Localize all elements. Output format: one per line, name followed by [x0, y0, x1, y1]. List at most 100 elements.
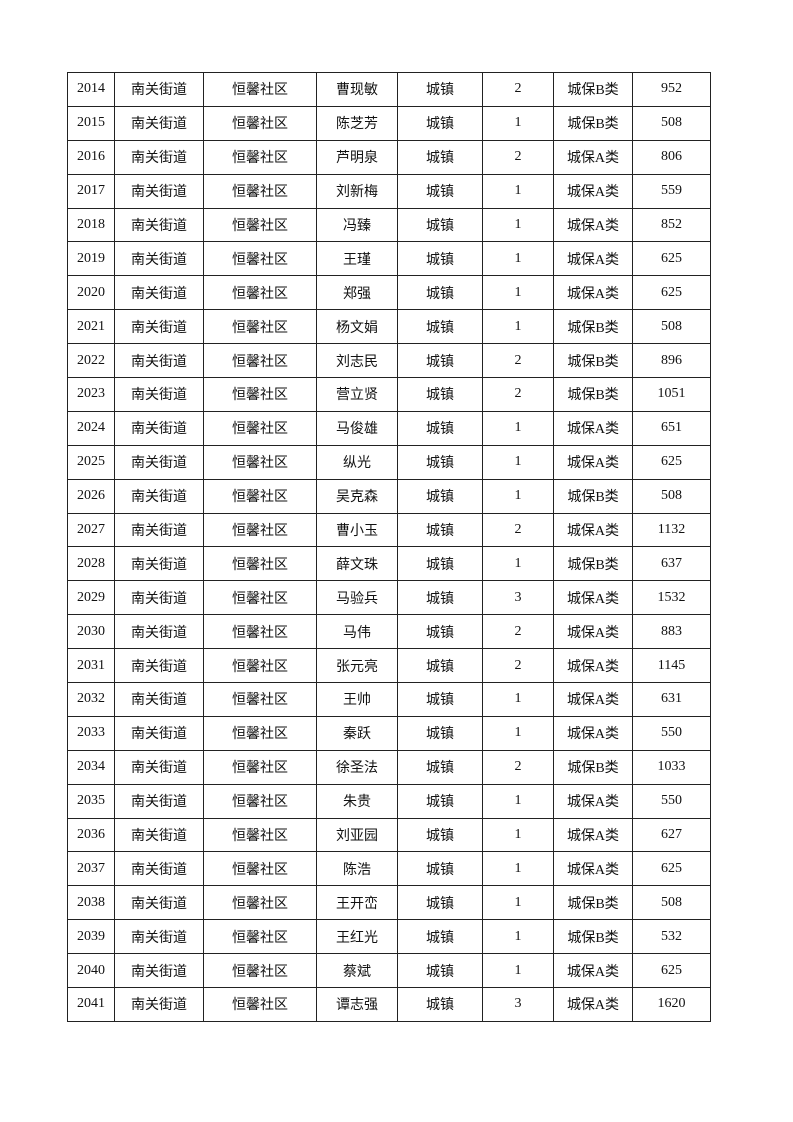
household-size-cell: 1 [482, 783, 554, 819]
name-cell: 杨文娟 [316, 309, 398, 345]
table-row: 2028 南关街道 恒馨社区 薛文珠 城镇 1 城保B类 637 [67, 546, 711, 582]
household-size-cell: 1 [482, 444, 554, 480]
amount-cell: 651 [632, 410, 711, 446]
insurance-category-cell: 城保A类 [553, 783, 633, 819]
row-number-cell: 2022 [67, 343, 115, 379]
household-type-cell: 城镇 [397, 783, 483, 819]
row-number-cell: 2015 [67, 105, 115, 141]
household-type-cell: 城镇 [397, 580, 483, 616]
row-number-cell: 2025 [67, 444, 115, 480]
row-number-cell: 2038 [67, 885, 115, 921]
table-row: 2022 南关街道 恒馨社区 刘志民 城镇 2 城保B类 896 [67, 343, 711, 379]
community-cell: 恒馨社区 [203, 817, 317, 853]
community-cell: 恒馨社区 [203, 377, 317, 412]
name-cell: 冯臻 [316, 207, 398, 243]
insurance-category-cell: 城保B类 [553, 343, 633, 379]
row-number-cell: 2036 [67, 817, 115, 853]
amount-cell: 508 [632, 309, 711, 345]
subdistrict-cell: 南关街道 [114, 715, 204, 751]
row-number-cell: 2041 [67, 987, 115, 1022]
insurance-category-cell: 城保A类 [553, 139, 633, 175]
table-row: 2021 南关街道 恒馨社区 杨文娟 城镇 1 城保B类 508 [67, 309, 711, 345]
name-cell: 吴克森 [316, 478, 398, 514]
subdistrict-cell: 南关街道 [114, 614, 204, 650]
household-type-cell: 城镇 [397, 648, 483, 684]
row-number-cell: 2040 [67, 953, 115, 989]
table-row: 2016 南关街道 恒馨社区 芦明泉 城镇 2 城保A类 806 [67, 139, 711, 175]
household-size-cell: 2 [482, 343, 554, 379]
name-cell: 薛文珠 [316, 546, 398, 582]
household-type-cell: 城镇 [397, 410, 483, 446]
row-number-cell: 2020 [67, 275, 115, 311]
household-size-cell: 1 [482, 241, 554, 277]
insurance-category-cell: 城保B类 [553, 72, 633, 107]
household-type-cell: 城镇 [397, 546, 483, 582]
table-row: 2035 南关街道 恒馨社区 朱贵 城镇 1 城保A类 550 [67, 783, 711, 819]
insurance-category-cell: 城保A类 [553, 512, 633, 548]
name-cell: 刘亚园 [316, 817, 398, 853]
household-type-cell: 城镇 [397, 139, 483, 175]
household-size-cell: 1 [482, 105, 554, 141]
table-row: 2018 南关街道 恒馨社区 冯臻 城镇 1 城保A类 852 [67, 207, 711, 243]
insurance-category-cell: 城保A类 [553, 410, 633, 446]
subdistrict-cell: 南关街道 [114, 851, 204, 887]
table-row: 2037 南关街道 恒馨社区 陈浩 城镇 1 城保A类 625 [67, 851, 711, 887]
community-cell: 恒馨社区 [203, 715, 317, 751]
insurance-category-cell: 城保A类 [553, 953, 633, 989]
insurance-category-cell: 城保A类 [553, 715, 633, 751]
subdistrict-cell: 南关街道 [114, 241, 204, 277]
amount-cell: 550 [632, 783, 711, 819]
table-row: 2030 南关街道 恒馨社区 马伟 城镇 2 城保A类 883 [67, 614, 711, 650]
insurance-category-cell: 城保A类 [553, 275, 633, 311]
table-row: 2025 南关街道 恒馨社区 纵光 城镇 1 城保A类 625 [67, 444, 711, 480]
subdistrict-cell: 南关街道 [114, 919, 204, 955]
household-type-cell: 城镇 [397, 512, 483, 548]
household-size-cell: 1 [482, 173, 554, 209]
community-cell: 恒馨社区 [203, 749, 317, 785]
table-row: 2031 南关街道 恒馨社区 张元亮 城镇 2 城保A类 1145 [67, 648, 711, 684]
amount-cell: 631 [632, 682, 711, 717]
household-size-cell: 2 [482, 512, 554, 548]
household-type-cell: 城镇 [397, 682, 483, 717]
household-size-cell: 1 [482, 919, 554, 955]
name-cell: 马俊雄 [316, 410, 398, 446]
table-row: 2033 南关街道 恒馨社区 秦跃 城镇 1 城保A类 550 [67, 715, 711, 751]
household-size-cell: 2 [482, 72, 554, 107]
subdistrict-cell: 南关街道 [114, 105, 204, 141]
household-type-cell: 城镇 [397, 953, 483, 989]
name-cell: 朱贵 [316, 783, 398, 819]
table-row: 2024 南关街道 恒馨社区 马俊雄 城镇 1 城保A类 651 [67, 410, 711, 446]
household-type-cell: 城镇 [397, 919, 483, 955]
name-cell: 王瑾 [316, 241, 398, 277]
community-cell: 恒馨社区 [203, 309, 317, 345]
subdistrict-cell: 南关街道 [114, 817, 204, 853]
amount-cell: 1132 [632, 512, 711, 548]
community-cell: 恒馨社区 [203, 885, 317, 921]
table-row: 2041 南关街道 恒馨社区 谭志强 城镇 3 城保A类 1620 [67, 987, 711, 1022]
name-cell: 张元亮 [316, 648, 398, 684]
amount-cell: 1145 [632, 648, 711, 684]
insurance-category-cell: 城保A类 [553, 207, 633, 243]
household-size-cell: 2 [482, 139, 554, 175]
table-row: 2023 南关街道 恒馨社区 营立贤 城镇 2 城保B类 1051 [67, 377, 711, 412]
household-type-cell: 城镇 [397, 817, 483, 853]
amount-cell: 1051 [632, 377, 711, 412]
community-cell: 恒馨社区 [203, 444, 317, 480]
community-cell: 恒馨社区 [203, 580, 317, 616]
household-size-cell: 3 [482, 987, 554, 1022]
amount-cell: 852 [632, 207, 711, 243]
table-row: 2038 南关街道 恒馨社区 王开峦 城镇 1 城保B类 508 [67, 885, 711, 921]
row-number-cell: 2017 [67, 173, 115, 209]
household-type-cell: 城镇 [397, 241, 483, 277]
household-size-cell: 1 [482, 207, 554, 243]
row-number-cell: 2019 [67, 241, 115, 277]
subdistrict-cell: 南关街道 [114, 207, 204, 243]
name-cell: 秦跃 [316, 715, 398, 751]
amount-cell: 508 [632, 105, 711, 141]
amount-cell: 625 [632, 275, 711, 311]
community-cell: 恒馨社区 [203, 241, 317, 277]
amount-cell: 532 [632, 919, 711, 955]
amount-cell: 625 [632, 444, 711, 480]
household-size-cell: 1 [482, 275, 554, 311]
subdistrict-cell: 南关街道 [114, 173, 204, 209]
